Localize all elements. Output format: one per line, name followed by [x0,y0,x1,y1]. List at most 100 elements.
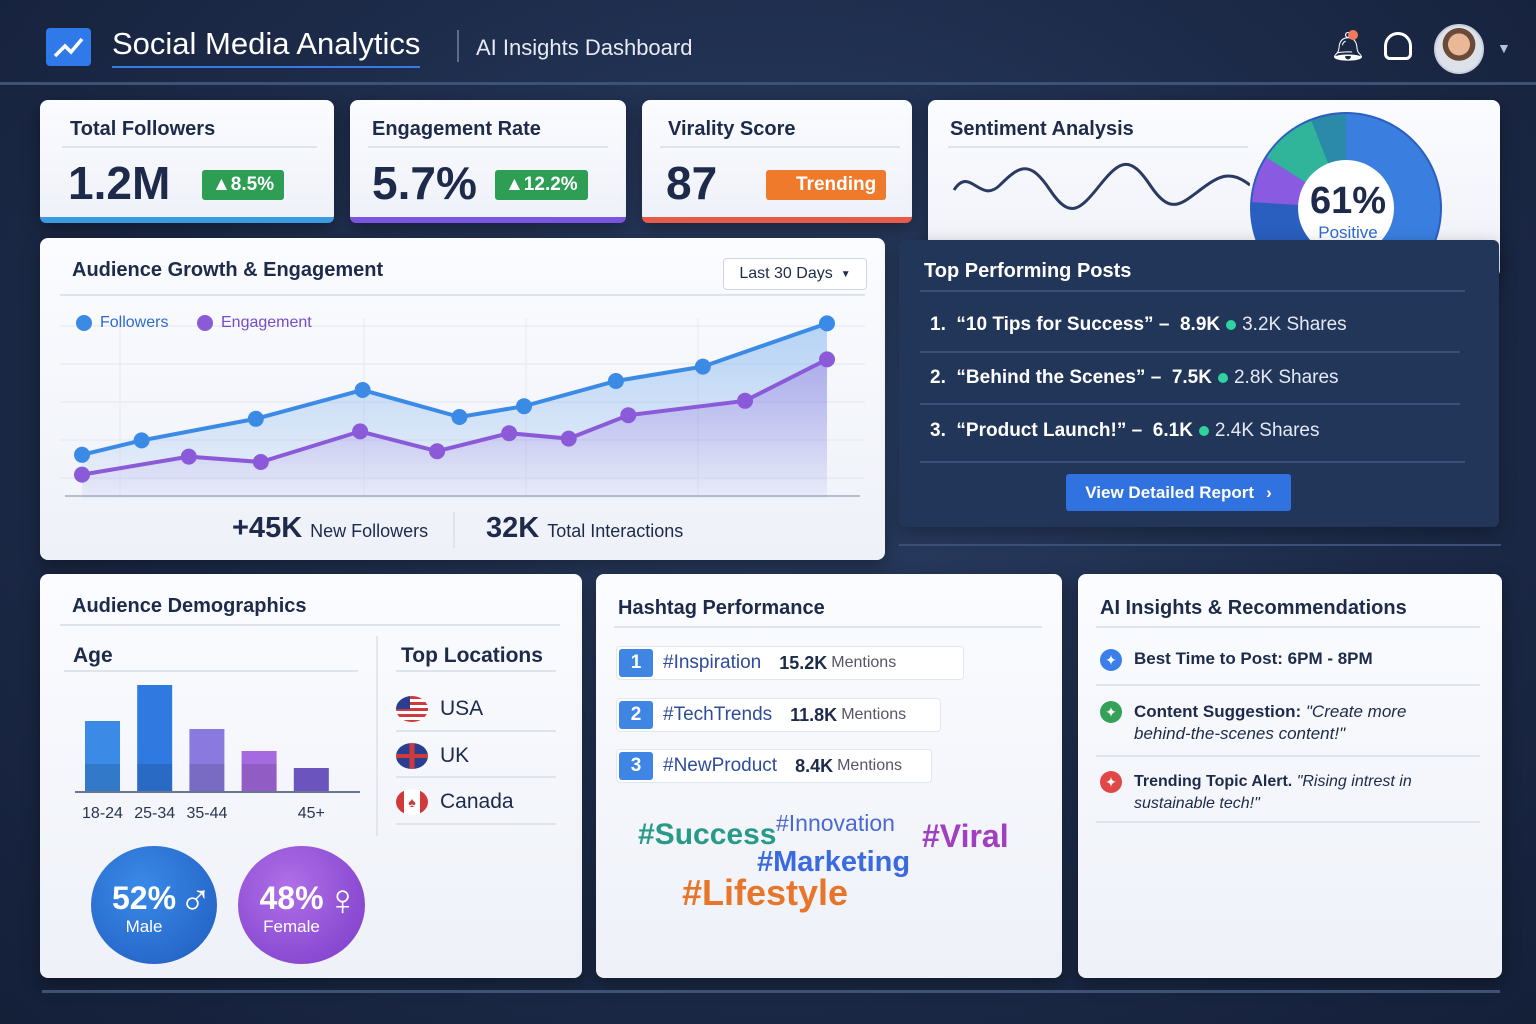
ai-insights-card: AI Insights & Recommendations [1078,574,1502,978]
data-point [133,432,150,449]
card-title: AI Insights & Recommendations [1100,597,1407,619]
us-flag-icon [396,696,428,722]
kpi-label: Virality Score [668,118,796,140]
data-point [516,398,533,415]
kpi-value: 5.7% [372,157,477,209]
view-detailed-report-button[interactable]: View Detailed Report › [1066,474,1291,511]
female-icon: ♀︎ [326,876,359,925]
age-bar-shade [293,768,329,792]
data-point [74,446,90,463]
sentiment-label: Positive [1318,223,1378,242]
stat-new-followers: +45K New Followers [232,512,428,545]
hashtag-row[interactable]: 2 #TechTrends 11.8K Mentions [616,698,941,732]
card-title: Audience Demographics [72,595,307,617]
age-bar [137,685,173,792]
growth-chart [60,315,865,498]
button-label: View Detailed Report [1085,482,1255,502]
stat-label: Total Interactions [547,521,684,541]
trend-logo-icon [53,37,84,58]
kpi-label: Engagement Rate [372,118,541,140]
data-point [501,425,518,442]
insight-item[interactable]: ✦ Trending Topic Alert. "Rising intrest i… [1100,771,1440,815]
sparkle-icon: ✦ [1100,649,1122,671]
legend-label: Engagement [221,314,312,331]
age-bar-shade [241,764,277,792]
data-point [247,410,264,427]
data-point [819,351,835,368]
stat-value: +45K [232,512,303,544]
user-avatar[interactable] [1434,24,1484,74]
gender-percent: 52% [111,880,177,916]
post-item[interactable]: 2. “Behind the Scenes” – 7.5K 2.8K Shares [930,367,1339,388]
growth-badge: ▲8.5% [202,170,285,200]
age-bar-shade [189,764,225,792]
data-point [607,373,624,389]
bell-icon[interactable] [1384,32,1412,60]
card-title: Top Performing Posts [924,260,1132,282]
kpi-value: 87 [666,157,718,209]
hashtag-row[interactable]: 1 #Inspiration 15.2K Mentions [616,646,964,680]
male-icon: ♂︎ [179,876,212,925]
kpi-total-followers: Total Followers 1.2M ▲8.5% [40,100,334,223]
trending-badge: Trending [766,170,887,200]
age-bar-shade [85,764,120,792]
kpi-label: Total Followers [70,118,216,140]
stat-label: New Followers [310,521,429,541]
app-logo [46,28,91,66]
data-point [74,466,90,483]
data-point [429,443,446,460]
sparkle-icon: ✦ [1100,701,1122,723]
data-point [694,358,711,375]
hashtag-cloud-item[interactable]: #Marketing [757,846,911,878]
growth-badge: ▲12.2% [495,170,588,200]
insight-item[interactable]: ✦ Content Suggestion: "Create more behind… [1100,701,1430,745]
gender-percent: 48% [259,880,324,916]
hashtag-cloud-item[interactable]: #Viral [922,818,1009,854]
age-bar [293,768,329,792]
location-usa: USA [396,696,483,722]
gender-label: Female [263,917,320,936]
age-bar [241,751,277,792]
age-label: 35-44 [186,805,227,822]
stat-total-interactions: 32K Total Interactions [486,512,683,545]
data-point [252,454,269,470]
chevron-right-icon: › [1266,482,1272,502]
uk-flag-icon [396,743,428,769]
gender-female: 48% Female ♀︎ [238,846,365,964]
post-item[interactable]: 3. “Product Launch!” – 6.1K 2.4K Shares [930,420,1320,441]
age-label: 18-24 [82,805,123,822]
age-title: Age [73,644,113,667]
location-canada: ♠ Canada [396,789,514,815]
date-range-select[interactable]: Last 30 Days ▼ [723,258,867,290]
age-label: 45+ [298,805,325,822]
alert-icon: ✦ [1100,771,1122,793]
hashtag-row[interactable]: 3 #NewProduct 8.4K Mentions [616,749,932,783]
card-title: Sentiment Analysis [950,118,1134,140]
hashtag-cloud-item[interactable]: #Success [638,818,777,851]
series-line-engagement [81,357,828,477]
location-uk: UK [396,743,469,769]
card-title: Hashtag Performance [618,597,825,619]
age-chart: 18-24 25-34 35-44 45+ [75,685,360,822]
age-bar [189,729,225,792]
header-divider [0,82,1536,85]
divider [457,30,459,62]
kpi-virality-score: Virality Score 87 Trending [642,100,912,223]
card-title: Audience Growth & Engagement [72,259,384,281]
gender-male: 52% Male ♂︎ [91,846,217,964]
legend-label: Followers [100,314,169,331]
data-point [352,423,369,440]
gender-label: Male [125,917,163,936]
sentiment-wave [952,162,1250,210]
notification-bell-icon[interactable]: 🔔︎ [1330,30,1366,62]
kpi-engagement-rate: Engagement Rate 5.7% ▲12.2% [350,100,626,223]
hashtag-cloud-item[interactable]: #Innovation [776,810,895,836]
insight-item[interactable]: ✦ Best Time to Post: 6PM - 8PM [1100,649,1480,671]
select-value: Last 30 Days [739,265,833,282]
legend-engagement: Engagement [197,314,312,332]
chevron-down-icon[interactable]: ▼ [1497,40,1511,56]
data-point [180,448,197,465]
post-item[interactable]: 1. “10 Tips for Success” – 8.9K 3.2K Shar… [930,314,1347,335]
hashtag-cloud-item[interactable]: #Lifestyle [682,872,849,913]
audience-growth-card: Audience Growth & Engagement Last 30 Day… [40,238,885,560]
